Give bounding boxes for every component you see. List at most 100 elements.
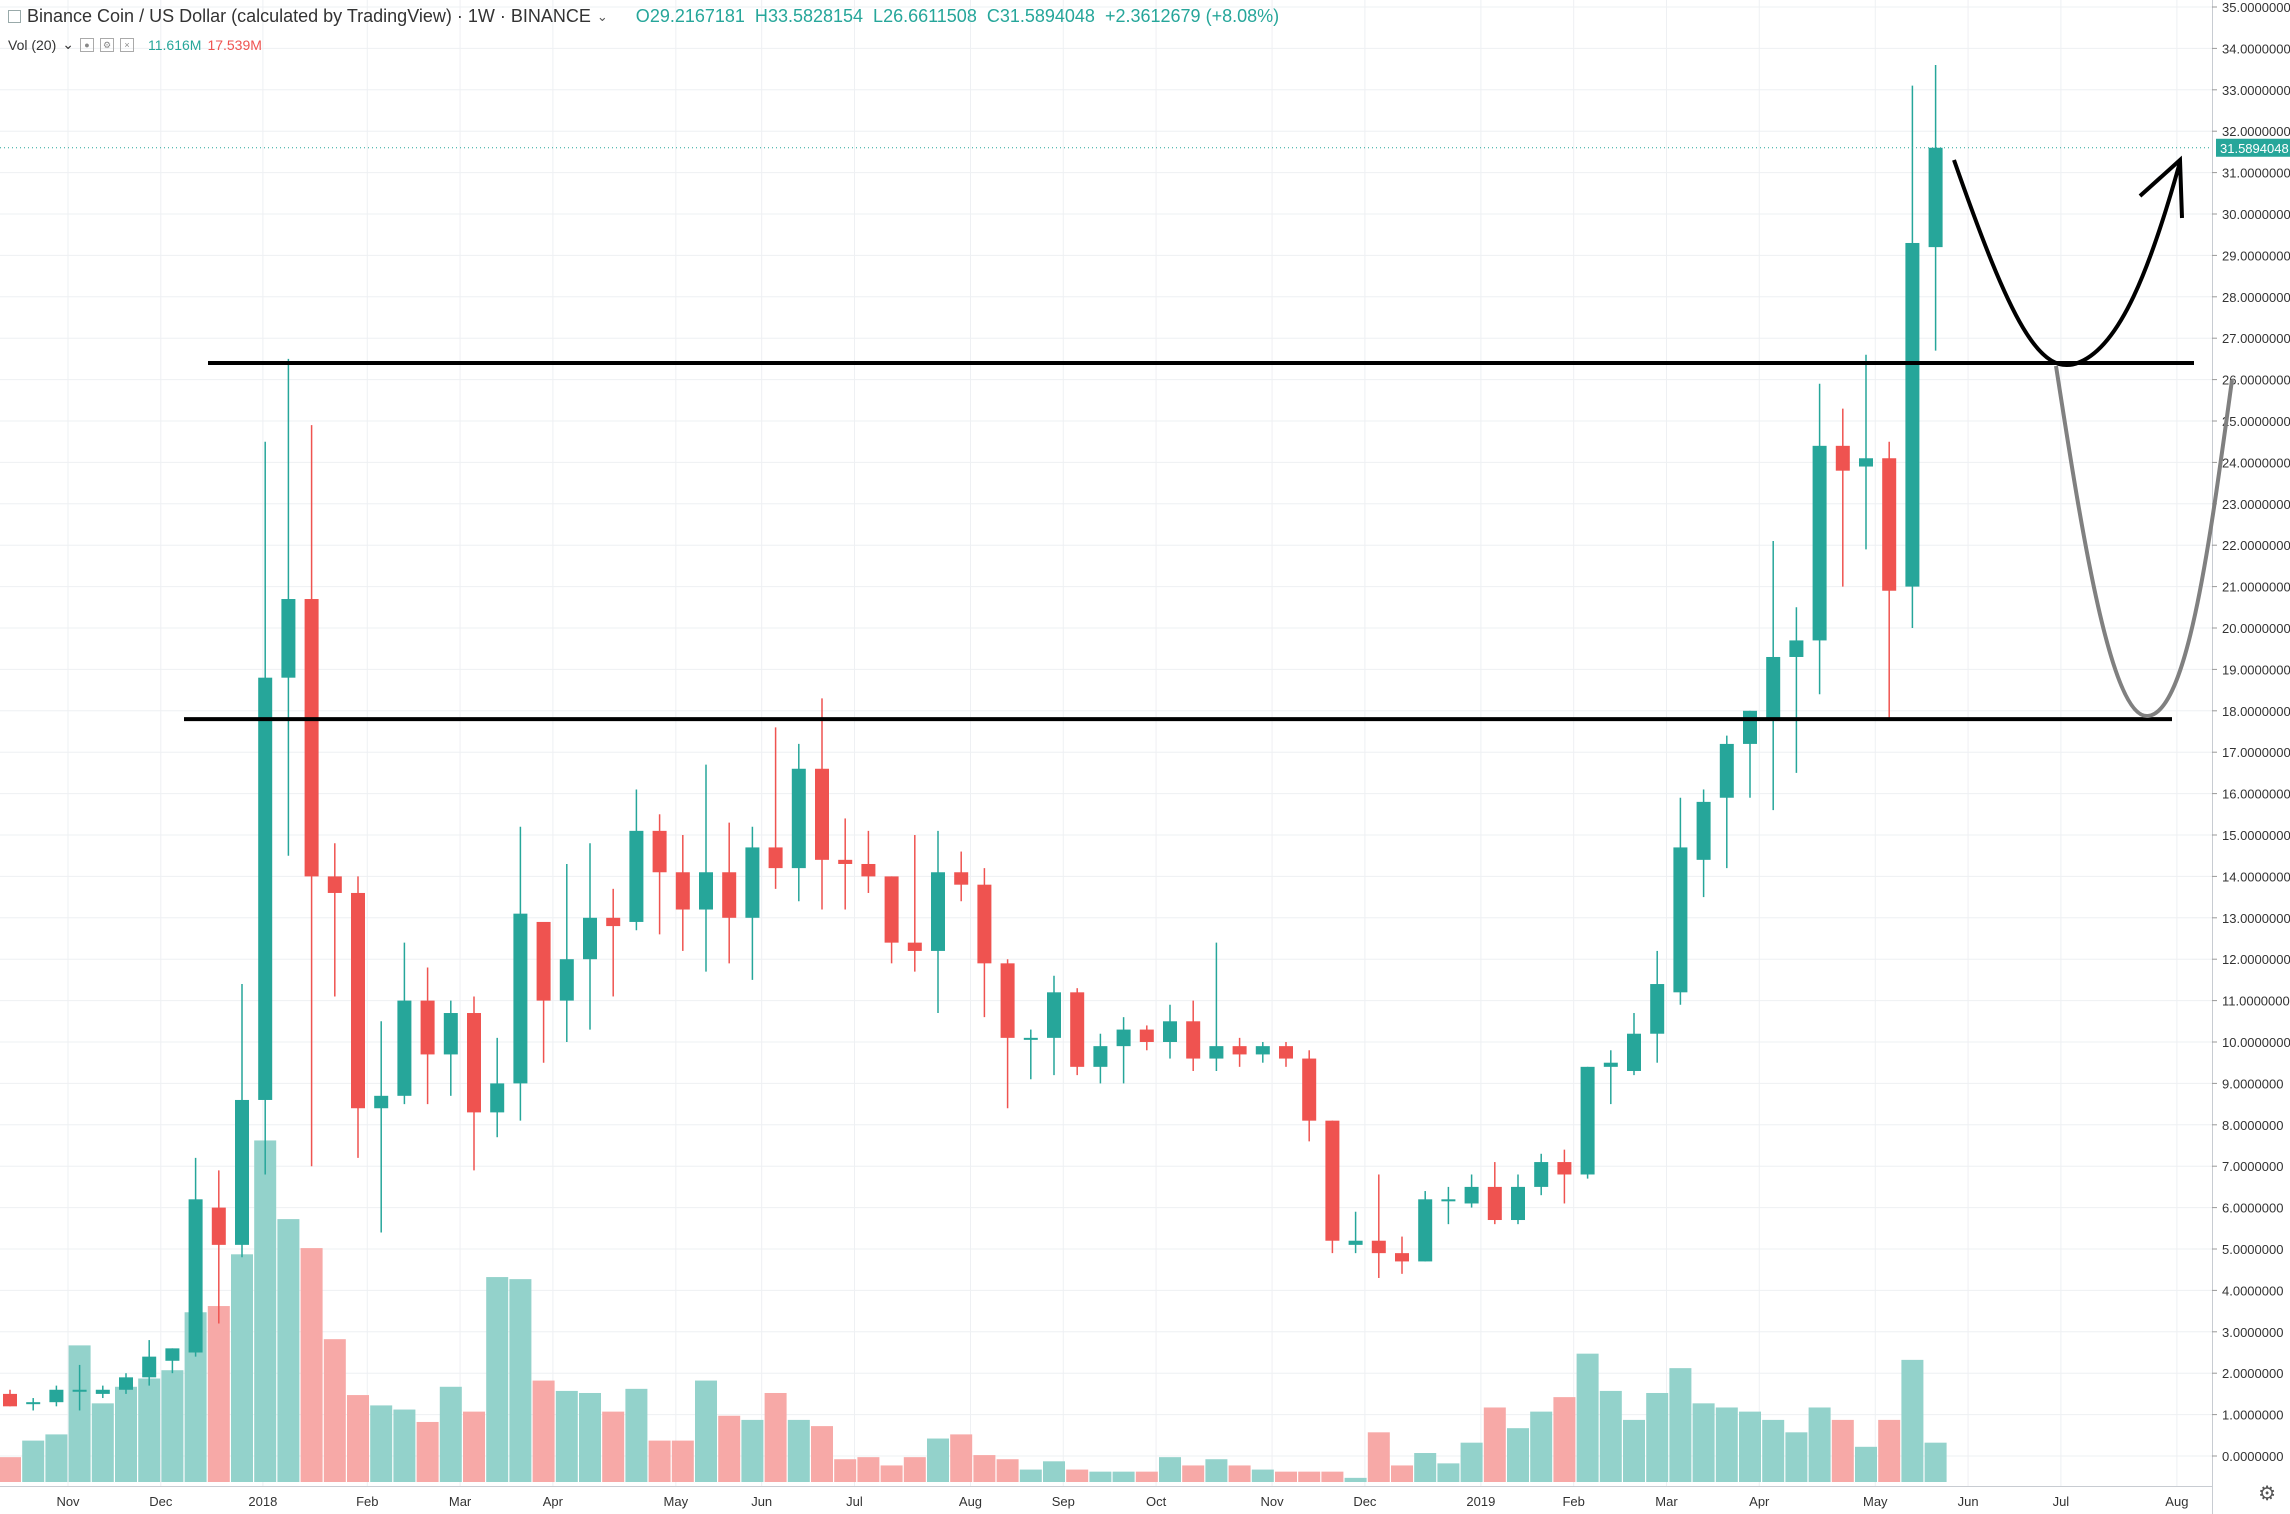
candle-body	[1534, 1162, 1549, 1187]
volume-bar	[1878, 1419, 1901, 1482]
current-price-label: 31.5894048	[2220, 141, 2289, 156]
volume-bar	[416, 1421, 439, 1482]
y-tick-label: 5.0000000	[2222, 1242, 2283, 1257]
candle-body	[3, 1393, 17, 1407]
candle-body	[1905, 242, 1920, 587]
candle-body	[1418, 1199, 1433, 1262]
volume-bar	[1483, 1407, 1506, 1482]
volume-bar	[857, 1457, 880, 1482]
volume-bar	[787, 1419, 810, 1482]
candle-body	[652, 830, 667, 873]
volume-bar	[1135, 1471, 1158, 1482]
visibility-icon[interactable]: ●	[79, 37, 94, 52]
x-tick-label: Mar	[449, 1494, 472, 1509]
candle-body	[188, 1199, 203, 1353]
volume-bar	[741, 1419, 764, 1482]
candle-body	[1650, 984, 1665, 1034]
volume-bar	[486, 1277, 509, 1482]
volume-bar	[695, 1380, 717, 1482]
volume-bar	[1228, 1465, 1251, 1482]
volume-bar	[1391, 1465, 1413, 1482]
y-tick-label: 15.0000000	[2222, 828, 2290, 843]
candle-body	[1696, 801, 1711, 860]
volume-bar	[277, 1219, 300, 1482]
projection-path	[1952, 159, 2182, 368]
volume-title[interactable]: Vol (20)	[8, 36, 57, 53]
volume-bar	[1831, 1419, 1854, 1482]
volume-bar	[1066, 1469, 1089, 1482]
close-icon[interactable]: ×	[119, 37, 134, 52]
symbol-title[interactable]: Binance Coin / US Dollar (calculated by …	[27, 6, 591, 26]
y-tick-label: 21.0000000	[2222, 580, 2290, 595]
volume-bar	[300, 1248, 323, 1482]
candle-body	[1093, 1046, 1108, 1067]
candle-body	[1928, 147, 1943, 248]
settings-icon[interactable]: ⚙	[99, 37, 114, 52]
volume-bar	[1019, 1469, 1042, 1482]
candle-body	[815, 768, 829, 860]
volume-bar	[161, 1370, 184, 1482]
candle-body	[1812, 445, 1827, 641]
y-tick-label: 17.0000000	[2222, 745, 2290, 760]
alt-projection-path	[2054, 365, 2234, 719]
volume-bar	[1460, 1442, 1483, 1482]
change-value: +2.3612679 (+8.08%)	[1104, 6, 1280, 26]
candle-body	[1511, 1186, 1525, 1221]
volume-bar	[950, 1434, 973, 1482]
candle-body	[374, 1095, 389, 1109]
volume-bar	[393, 1409, 416, 1482]
y-tick-label: 11.0000000	[2222, 994, 2290, 1009]
candle-body	[722, 872, 737, 918]
volume-bar	[1182, 1465, 1205, 1482]
candle-body	[1743, 710, 1757, 744]
volume-bar	[625, 1388, 648, 1482]
candle-body	[1580, 1066, 1595, 1175]
chevron-down-icon[interactable]: ⌄	[62, 36, 74, 52]
candle-body	[1603, 1062, 1618, 1067]
y-tick-label: 10.0000000	[2222, 1035, 2290, 1050]
candle-body	[467, 1013, 481, 1113]
volume-legend: Vol (20) ⌄ ● ⚙ × 11.616M 17.539M	[8, 36, 262, 53]
volume-bar	[903, 1457, 926, 1482]
candle-body	[1186, 1021, 1201, 1059]
low-value: 26.6611508	[883, 6, 977, 26]
candle-body	[1070, 992, 1085, 1067]
x-tick-label: May	[1863, 1494, 1888, 1509]
volume-bar	[1414, 1453, 1437, 1482]
x-tick-label: 2018	[248, 1494, 277, 1509]
candle-body	[861, 863, 876, 877]
y-tick-label: 30.0000000	[2222, 207, 2290, 222]
collapse-icon[interactable]	[8, 10, 21, 23]
candle-body	[1302, 1058, 1317, 1121]
volume-bar	[1785, 1432, 1808, 1482]
volume-bar	[347, 1395, 369, 1482]
volume-bar	[1344, 1477, 1367, 1482]
candle-body	[629, 830, 644, 922]
volume-bar	[45, 1434, 68, 1482]
x-tick-label: Jul	[846, 1494, 863, 1509]
candle-body	[1441, 1199, 1456, 1202]
volume-bar	[509, 1279, 532, 1482]
candle-body	[838, 859, 853, 864]
volume-bar	[880, 1465, 903, 1482]
volume-bar	[68, 1345, 91, 1482]
candle-body	[1789, 640, 1804, 657]
volume-bar	[1901, 1359, 1924, 1482]
y-tick-label: 3.0000000	[2222, 1325, 2283, 1340]
volume-bar	[1855, 1446, 1877, 1482]
volume-bar	[718, 1415, 741, 1482]
gear-icon[interactable]: ⚙	[2258, 1483, 2276, 1505]
candle-body	[745, 847, 760, 918]
volume-bar	[1089, 1471, 1112, 1482]
close-value: 31.5894048	[999, 6, 1095, 26]
volume-bar	[1669, 1368, 1692, 1482]
candle-body	[1325, 1120, 1340, 1241]
volume-bar	[0, 1457, 21, 1482]
volume-bar	[1437, 1463, 1460, 1482]
candle-body	[327, 876, 342, 893]
chevron-down-icon[interactable]: ⌄	[596, 8, 608, 24]
volume-bar	[1205, 1459, 1228, 1482]
y-tick-label: 12.0000000	[2222, 952, 2290, 967]
